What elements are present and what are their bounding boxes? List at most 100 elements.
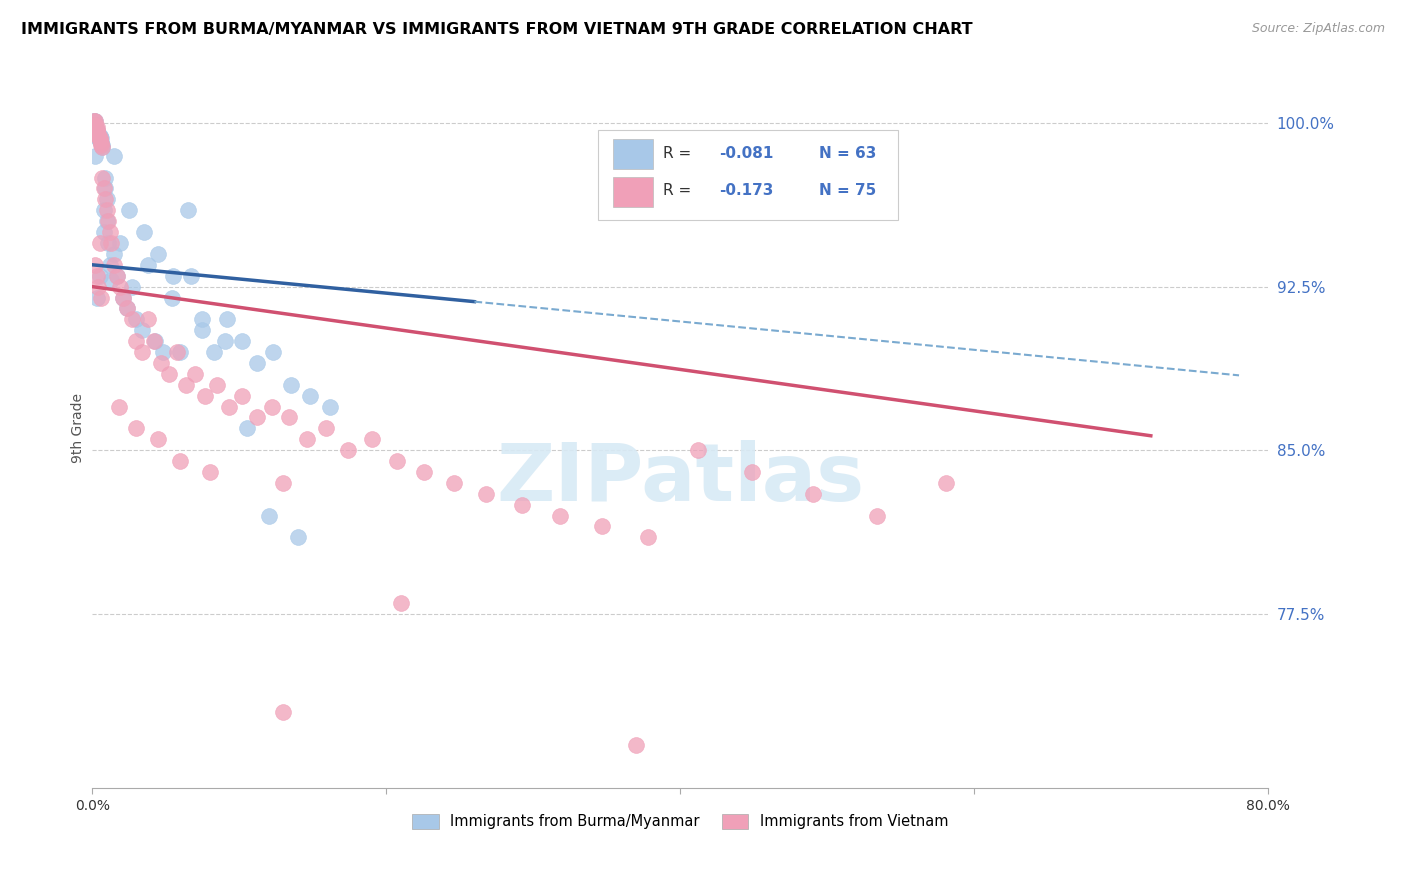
Point: [90, 136, 112, 150]
Point: [89, 131, 111, 145]
FancyBboxPatch shape: [613, 177, 654, 207]
Point: [337, 443, 360, 458]
Point: [83, 118, 105, 132]
Point: [152, 345, 174, 359]
Point: [280, 377, 302, 392]
Point: [91, 140, 114, 154]
Point: [686, 443, 709, 458]
Point: [246, 410, 269, 425]
Point: [90, 136, 112, 150]
Point: [84, 120, 107, 135]
Point: [97, 214, 120, 228]
Point: [98, 258, 121, 272]
Point: [935, 475, 957, 490]
Point: [100, 235, 122, 250]
Point: [89, 133, 111, 147]
Point: [90, 131, 112, 145]
Point: [295, 432, 318, 446]
Point: [84, 120, 107, 135]
Point: [112, 291, 135, 305]
Point: [510, 498, 533, 512]
Text: ZIPatlas: ZIPatlas: [496, 440, 865, 517]
Point: [89, 268, 111, 283]
Point: [90, 291, 112, 305]
Point: [96, 203, 118, 218]
Point: [83, 113, 105, 128]
Point: [218, 400, 240, 414]
Point: [87, 131, 110, 145]
Point: [287, 530, 309, 544]
Point: [84, 113, 107, 128]
Point: [96, 193, 118, 207]
Point: [177, 203, 200, 218]
Point: [202, 345, 225, 359]
Point: [125, 334, 148, 348]
Point: [83, 113, 105, 128]
Text: Source: ZipAtlas.com: Source: ZipAtlas.com: [1251, 22, 1385, 36]
Point: [131, 323, 153, 337]
Point: [89, 129, 111, 144]
Point: [83, 113, 105, 128]
Point: [214, 334, 236, 348]
Point: [91, 140, 114, 154]
Point: [86, 122, 108, 136]
Point: [132, 225, 155, 239]
Text: N = 63: N = 63: [820, 146, 876, 161]
Point: [262, 345, 284, 359]
Text: IMMIGRANTS FROM BURMA/MYANMAR VS IMMIGRANTS FROM VIETNAM 9TH GRADE CORRELATION C: IMMIGRANTS FROM BURMA/MYANMAR VS IMMIGRA…: [21, 22, 973, 37]
Point: [87, 127, 110, 141]
Point: [191, 312, 214, 326]
Point: [94, 181, 117, 195]
Point: [103, 258, 125, 272]
Text: -0.081: -0.081: [718, 146, 773, 161]
Point: [591, 519, 613, 533]
Point: [637, 530, 659, 544]
Point: [148, 247, 170, 261]
Point: [86, 127, 108, 141]
Point: [866, 508, 889, 523]
FancyBboxPatch shape: [613, 139, 654, 169]
Point: [86, 125, 108, 139]
Point: [87, 279, 110, 293]
Point: [148, 432, 170, 446]
Point: [319, 400, 342, 414]
Point: [217, 312, 239, 326]
Point: [107, 400, 129, 414]
Point: [150, 356, 173, 370]
Point: [121, 312, 143, 326]
Point: [86, 125, 108, 139]
Point: [84, 118, 107, 132]
Point: [142, 334, 165, 348]
Point: [246, 356, 269, 370]
Point: [86, 120, 108, 135]
Text: -0.173: -0.173: [718, 184, 773, 198]
Point: [94, 193, 117, 207]
Point: [180, 268, 202, 283]
Point: [94, 170, 117, 185]
Point: [273, 705, 295, 719]
Point: [90, 137, 112, 152]
Point: [97, 235, 120, 250]
Y-axis label: 9th Grade: 9th Grade: [72, 393, 86, 463]
Point: [89, 235, 111, 250]
Point: [157, 367, 180, 381]
Point: [86, 268, 108, 283]
Point: [117, 301, 139, 316]
Point: [87, 129, 110, 144]
Point: [125, 312, 148, 326]
Point: [103, 247, 125, 261]
Point: [475, 487, 498, 501]
Point: [257, 508, 280, 523]
Point: [91, 137, 114, 152]
Point: [112, 291, 135, 305]
Point: [801, 487, 824, 501]
Point: [198, 465, 221, 479]
Point: [235, 421, 257, 435]
Point: [231, 334, 253, 348]
Point: [260, 400, 283, 414]
Point: [83, 118, 105, 132]
Point: [166, 345, 188, 359]
Text: R =: R =: [662, 184, 696, 198]
Point: [273, 475, 295, 490]
Point: [385, 454, 408, 468]
